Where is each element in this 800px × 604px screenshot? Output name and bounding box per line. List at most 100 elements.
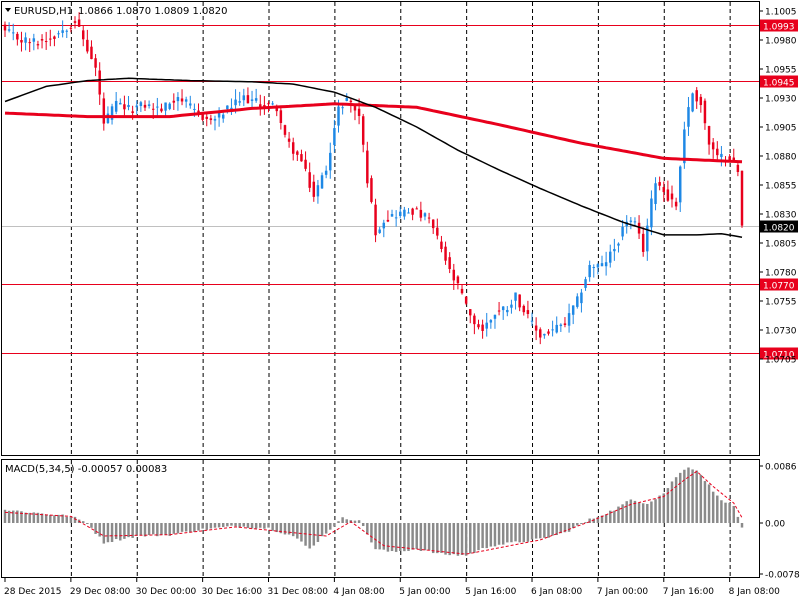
macd-bar [279,523,283,534]
time-tick-label: 8 Jan 08:00 [729,587,781,597]
candle-body [374,204,377,236]
candle-body [736,164,740,173]
candle-body [637,222,641,234]
macd-bar [114,523,118,540]
candle-body [73,21,77,23]
macd-bar [477,523,480,551]
macd-bar [695,470,698,523]
macd-bar [143,523,147,537]
candle-body [629,220,633,222]
macd-bar [613,510,616,523]
candle-body [184,99,188,102]
dropdown-triangle-icon[interactable] [5,8,11,12]
macd-bar [547,523,550,538]
price-tick-label: 1.0780 [765,269,797,279]
candle-body [559,324,563,327]
candle-body [337,106,340,126]
candle-body [164,102,167,111]
macd-bar [567,523,571,532]
candle-body [81,30,85,40]
candle-body [135,105,138,108]
candle-body [156,106,159,108]
candle-body [114,100,118,112]
macd-bar [563,523,567,533]
macd-bar [271,523,274,531]
candle-body [254,98,258,101]
candle-body [440,241,443,249]
candle-body [361,116,365,145]
candle-body [291,142,295,154]
candle-body [543,333,546,336]
macd-bar [242,523,246,527]
macd-bar [254,523,258,529]
time-tick-label: 7 Jan 16:00 [663,587,715,597]
candle-body [633,221,637,223]
candle-body [98,70,101,95]
candle-body [617,243,620,246]
macd-bar [90,523,93,528]
candle-body [246,95,250,104]
vertical-grid [70,2,731,577]
macd-bar [403,523,406,552]
candle-body [267,103,270,105]
candle-body [316,185,320,197]
candle-body [641,233,645,252]
macd-bar [86,523,89,525]
price-tick-label: 1.0730 [765,327,797,337]
macd-bar [147,523,151,535]
candle-body [534,325,538,331]
candle-body [691,93,694,112]
candle-body [77,19,81,27]
macd-bar [444,523,447,555]
candle-body [370,178,373,202]
candle-body [703,100,707,124]
macd-bar [427,523,431,551]
candle-body [53,36,56,39]
macd-bar [308,523,311,549]
price-tick-label: 1.0955 [765,66,797,76]
macd-bar [238,523,241,528]
candlesticks [3,12,744,345]
macd-bar [386,523,390,552]
macd-bar [683,469,686,523]
candle-body [94,58,97,68]
macd-bar [168,523,171,536]
macd-bar [184,523,188,532]
macd-bar [341,517,344,523]
macd-bar [110,523,114,542]
macd-bar [98,523,101,537]
macd-bar [699,474,703,523]
macd-bar [316,523,320,542]
macd-bar [49,514,52,523]
candle-body [415,208,418,210]
macd-bar [324,523,328,534]
candle-body [226,105,229,110]
candle-body [411,208,414,215]
candle-body [90,46,93,60]
macd-bar [539,523,542,539]
macd-bar [156,523,159,537]
candle-body [250,99,254,101]
price-tick-label: 1.0755 [765,298,797,308]
candle-body [65,30,68,32]
macd-bar [576,523,579,526]
candle-body [16,33,19,40]
horizontal-levels [2,25,759,354]
candle-body [86,39,89,52]
macd-bar [555,523,558,536]
macd-bar [176,523,180,534]
macd-bar [312,523,316,546]
macd-bar [440,523,443,553]
price-tick-label: 1.0930 [765,95,797,105]
time-tick-label: 31 Dec 08:00 [268,587,329,597]
candle-body [473,315,476,325]
macd-bar [189,523,192,533]
macd-bar [691,469,694,523]
macd-bar [123,523,126,539]
candle-body [263,105,266,107]
macd-bar [604,514,608,523]
candle-body [493,314,497,319]
macd-bar [53,515,56,523]
candle-body [40,39,44,41]
